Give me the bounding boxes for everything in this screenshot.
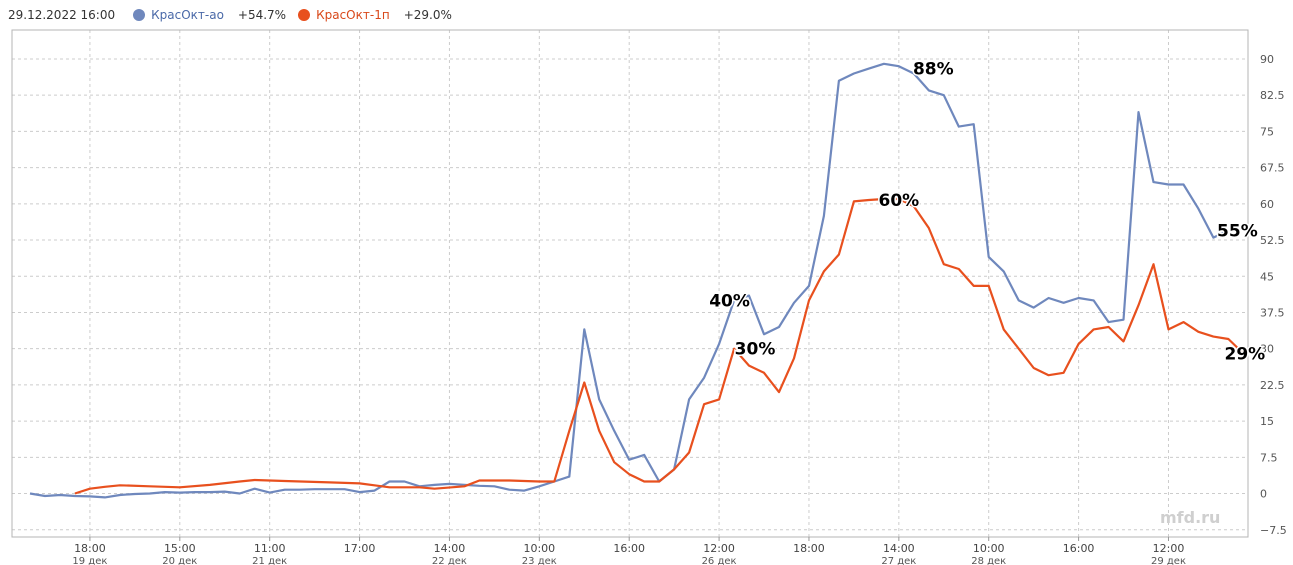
legend-datetime: 29.12.2022 16:00 — [8, 8, 116, 22]
x-tick-time: 11:00 — [254, 542, 286, 555]
x-tick-date: 29 дек — [1151, 556, 1186, 565]
annotation-label: 40% — [709, 291, 750, 311]
series-2-color-dot-icon — [298, 9, 311, 21]
legend: 29.12.2022 16:00 КрасОкт-ао +54.7% КрасО… — [8, 4, 464, 26]
y-tick-label: 30 — [1260, 343, 1274, 356]
y-tick-label: 37.5 — [1260, 306, 1285, 319]
y-tick-label: 90 — [1260, 53, 1274, 66]
x-tick-date: 23 дек — [522, 556, 557, 565]
annotation-label: 29% — [1225, 345, 1266, 365]
series-line-1 — [29, 62, 1229, 499]
annotation-label: 88% — [913, 60, 954, 80]
y-tick-label: 22.5 — [1260, 379, 1285, 392]
x-tick-time: 10:00 — [973, 542, 1005, 555]
series-2-name: КрасОкт-1п — [316, 8, 390, 22]
y-tick-label: 45 — [1260, 270, 1274, 283]
series-line-2 — [74, 197, 1245, 495]
x-tick-time: 12:00 — [1153, 542, 1185, 555]
x-tick-time: 10:00 — [523, 542, 555, 555]
x-tick-date: 20 дек — [162, 556, 197, 565]
y-tick-label: 82.5 — [1260, 89, 1285, 102]
legend-item-series-2[interactable]: КрасОкт-1п +29.0% — [298, 8, 452, 22]
x-tick-time: 15:00 — [164, 542, 196, 555]
x-tick-time: 16:00 — [613, 542, 645, 555]
x-tick-date: 28 дек — [971, 556, 1006, 565]
y-tick-label: 7.5 — [1260, 451, 1278, 464]
legend-item-series-1[interactable]: КрасОкт-ао +54.7% — [133, 8, 286, 22]
plot-area — [11, 29, 1249, 538]
y-tick-label: 75 — [1260, 125, 1274, 138]
x-tick-date: 22 дек — [432, 556, 467, 565]
series-lines — [29, 62, 1245, 499]
y-axis: 90 82.5 75 67.5 60 52.5 45 37.5 30 22.5 15 7.5 0 −7.5 — [1260, 53, 1287, 537]
x-tick-date: 27 дек — [881, 556, 916, 565]
annotations: 88% 60% 40% 30% 55% 29% — [708, 58, 1267, 366]
y-tick-label: 0 — [1260, 488, 1267, 501]
grid — [12, 30, 1248, 537]
x-tick-date: 26 дек — [702, 556, 737, 565]
x-tick-time: 16:00 — [1063, 542, 1095, 555]
x-tick-date: 19 дек — [72, 556, 107, 565]
x-tick-time: 14:00 — [434, 542, 466, 555]
series-1-name: КрасОкт-ао — [151, 8, 224, 22]
series-2-change: +29.0% — [403, 8, 452, 22]
annotation-label: 60% — [878, 191, 919, 211]
x-tick-time: 14:00 — [883, 542, 915, 555]
series-1-change: +54.7% — [237, 8, 287, 22]
y-tick-label: −7.5 — [1260, 524, 1287, 537]
annotation-label: 55% — [1217, 221, 1258, 241]
x-tick-date: 21 дек — [252, 556, 287, 565]
y-tick-label: 52.5 — [1260, 234, 1285, 247]
series-1-color-dot-icon — [133, 9, 146, 21]
y-tick-label: 67.5 — [1260, 162, 1285, 175]
y-tick-label: 60 — [1260, 198, 1274, 211]
x-tick-time: 12:00 — [703, 542, 735, 555]
x-tick-time: 17:00 — [344, 542, 376, 555]
x-tick-time: 18:00 — [74, 542, 106, 555]
watermark: mfd.ru — [1160, 508, 1220, 527]
annotation-label: 30% — [735, 340, 776, 360]
y-tick-label: 15 — [1260, 415, 1274, 428]
x-tick-time: 18:00 — [793, 542, 825, 555]
